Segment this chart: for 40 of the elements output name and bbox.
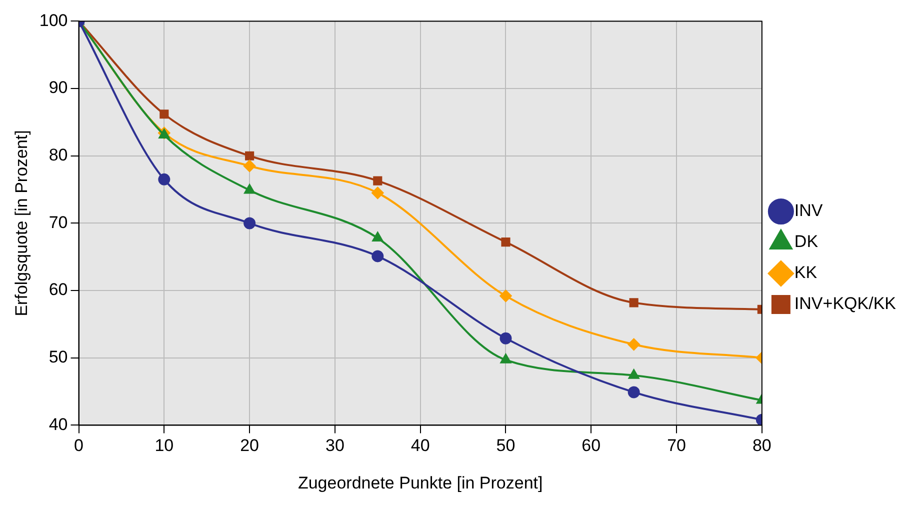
point bbox=[500, 332, 512, 344]
x-tick-label: 40 bbox=[410, 436, 430, 456]
y-tick-label: 80 bbox=[48, 146, 68, 165]
point bbox=[628, 386, 640, 398]
point bbox=[501, 238, 510, 247]
point bbox=[245, 151, 254, 160]
x-tick-label: 20 bbox=[240, 436, 260, 456]
point bbox=[244, 160, 256, 172]
x-axis-title: Zugeordnete Punkte [in Prozent] bbox=[298, 473, 543, 492]
y-tick-label: 70 bbox=[48, 212, 68, 232]
point bbox=[500, 354, 512, 364]
y-tick-label: 50 bbox=[48, 348, 68, 367]
point bbox=[372, 186, 384, 199]
legend-label: INV bbox=[794, 201, 824, 220]
y-tick-label: 100 bbox=[39, 10, 68, 30]
point bbox=[372, 250, 384, 262]
point bbox=[372, 232, 383, 242]
x-tick-label: 50 bbox=[496, 436, 516, 456]
legend-label: DK bbox=[794, 232, 819, 252]
y-tick-label: 90 bbox=[48, 78, 68, 98]
point bbox=[500, 290, 512, 302]
x-tick-label: 60 bbox=[582, 436, 601, 456]
x-tick-label: 10 bbox=[154, 436, 174, 456]
y-tick-label: 60 bbox=[48, 280, 68, 300]
legend-label: INV+KQK/KK bbox=[794, 294, 897, 314]
point bbox=[244, 184, 255, 194]
x-tick-label: 30 bbox=[325, 436, 344, 456]
x-tick-label: 0 bbox=[74, 436, 84, 456]
point bbox=[244, 217, 256, 230]
y-tick-label: 40 bbox=[48, 414, 68, 434]
point bbox=[160, 110, 169, 119]
point bbox=[628, 369, 640, 379]
x-tick-label: 80 bbox=[752, 436, 772, 456]
point bbox=[629, 298, 638, 308]
point bbox=[158, 173, 170, 186]
y-axis-title: Erfolgsquote [in Prozent] bbox=[12, 130, 31, 316]
legend-label: KK bbox=[794, 263, 818, 282]
point bbox=[373, 176, 382, 186]
point bbox=[628, 338, 640, 350]
x-tick-label: 70 bbox=[667, 436, 686, 456]
